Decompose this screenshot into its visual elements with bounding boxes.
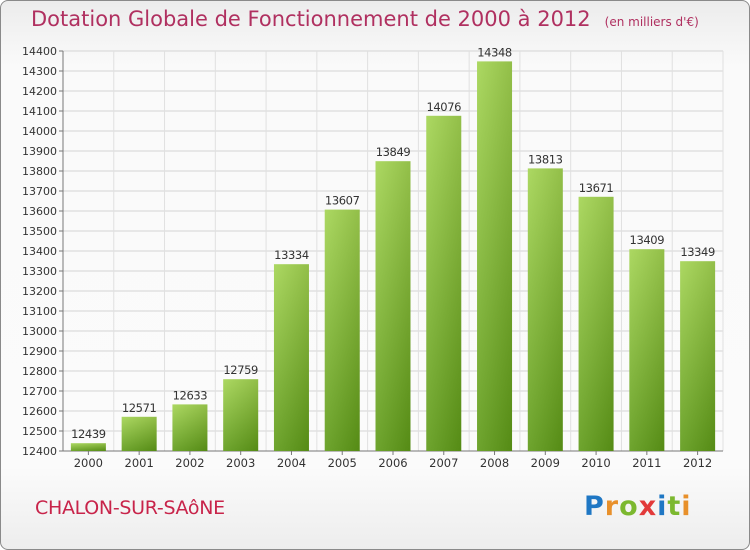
y-tick-label: 13000 bbox=[22, 325, 57, 338]
y-tick-label: 13500 bbox=[22, 225, 57, 238]
x-tick-label: 2003 bbox=[226, 456, 255, 470]
x-tick-label: 2006 bbox=[378, 456, 407, 470]
y-tick-label: 12800 bbox=[22, 365, 57, 378]
x-tick-label: 2002 bbox=[175, 456, 204, 470]
bar-value-label: 13349 bbox=[680, 245, 715, 259]
bar-shade bbox=[426, 115, 462, 452]
y-tick-label: 14200 bbox=[22, 85, 57, 98]
x-tick-label: 2008 bbox=[480, 456, 509, 470]
title-line: Dotation Globale de Fonctionnement de 20… bbox=[31, 7, 699, 31]
bar-shade bbox=[680, 261, 716, 451]
bar-value-label: 14076 bbox=[426, 100, 461, 114]
unit-note: (en milliers d'€) bbox=[604, 15, 699, 29]
bar-shade bbox=[273, 264, 309, 451]
bar-value-label: 13849 bbox=[376, 145, 411, 159]
x-tick-label: 2010 bbox=[581, 456, 610, 470]
x-tick-label: 2005 bbox=[328, 456, 357, 470]
y-tick-label: 13900 bbox=[22, 145, 57, 158]
y-tick-label: 12400 bbox=[22, 445, 57, 458]
x-tick-label: 2011 bbox=[632, 456, 661, 470]
x-tick-label: 2007 bbox=[429, 456, 458, 470]
y-tick-label: 13100 bbox=[22, 305, 57, 318]
y-tick-label: 13700 bbox=[22, 185, 57, 198]
y-tick-label: 13300 bbox=[22, 265, 57, 278]
proxiti-logo: Proxiti bbox=[584, 491, 692, 522]
y-tick-label: 13600 bbox=[22, 205, 57, 218]
chart-title: Dotation Globale de Fonctionnement de 20… bbox=[31, 7, 591, 31]
y-tick-label: 13200 bbox=[22, 285, 57, 298]
y-tick-label: 12500 bbox=[22, 425, 57, 438]
bar-shade bbox=[324, 209, 360, 451]
bar-value-label: 13671 bbox=[579, 181, 614, 195]
logo-letter: o bbox=[619, 491, 639, 522]
bar-value-label: 13334 bbox=[274, 248, 309, 262]
y-tick-label: 12900 bbox=[22, 345, 57, 358]
bar-value-label: 12439 bbox=[71, 427, 106, 441]
axis-layer: 12400 12500 12600 12700 12800 12900 13000 13100… bbox=[22, 45, 723, 470]
y-tick-label: 12700 bbox=[22, 385, 57, 398]
bar-value-label: 12571 bbox=[122, 401, 157, 415]
bar-shade bbox=[578, 196, 614, 451]
y-tick-label: 13400 bbox=[22, 245, 57, 258]
bar-shade bbox=[70, 443, 106, 451]
y-tick-label: 12600 bbox=[22, 405, 57, 418]
bar-value-label: 13409 bbox=[630, 233, 665, 247]
label-layer: 12439 12571 12633 12759 13334 13607 13849 14076… bbox=[71, 45, 715, 441]
y-tick-label: 14400 bbox=[22, 45, 57, 58]
logo-letter: P bbox=[584, 491, 605, 522]
x-tick-label: 2004 bbox=[277, 456, 306, 470]
logo-letter: t bbox=[667, 491, 682, 522]
city-name: CHALON-SUR-SAôNE bbox=[35, 497, 225, 519]
x-tick-label: 2001 bbox=[125, 456, 154, 470]
y-tick-label: 14000 bbox=[22, 125, 57, 138]
bar-value-label: 14348 bbox=[477, 45, 512, 59]
bar-shade bbox=[375, 161, 411, 451]
y-tick-label: 13800 bbox=[22, 165, 57, 178]
x-tick-label: 2000 bbox=[74, 456, 103, 470]
y-tick-label: 14300 bbox=[22, 65, 57, 78]
y-tick-label: 14100 bbox=[22, 105, 57, 118]
bar-shade bbox=[527, 168, 563, 451]
bar-layer bbox=[70, 61, 716, 452]
bar-shade bbox=[223, 379, 259, 451]
logo-letter: i bbox=[681, 491, 692, 522]
bar-shade bbox=[477, 61, 513, 452]
bar-value-label: 13813 bbox=[528, 152, 563, 166]
logo-letter: r bbox=[604, 491, 620, 522]
bar-value-label: 12633 bbox=[173, 388, 208, 402]
bar-shade bbox=[629, 249, 665, 451]
logo-letter: x bbox=[638, 491, 658, 522]
x-tick-label: 2012 bbox=[683, 456, 712, 470]
bar-shade bbox=[121, 416, 157, 451]
bar-value-label: 12759 bbox=[223, 363, 258, 377]
bar-shade bbox=[172, 404, 208, 451]
x-tick-label: 2009 bbox=[531, 456, 560, 470]
bar-value-label: 13607 bbox=[325, 194, 360, 208]
logo-letter: i bbox=[657, 491, 668, 522]
